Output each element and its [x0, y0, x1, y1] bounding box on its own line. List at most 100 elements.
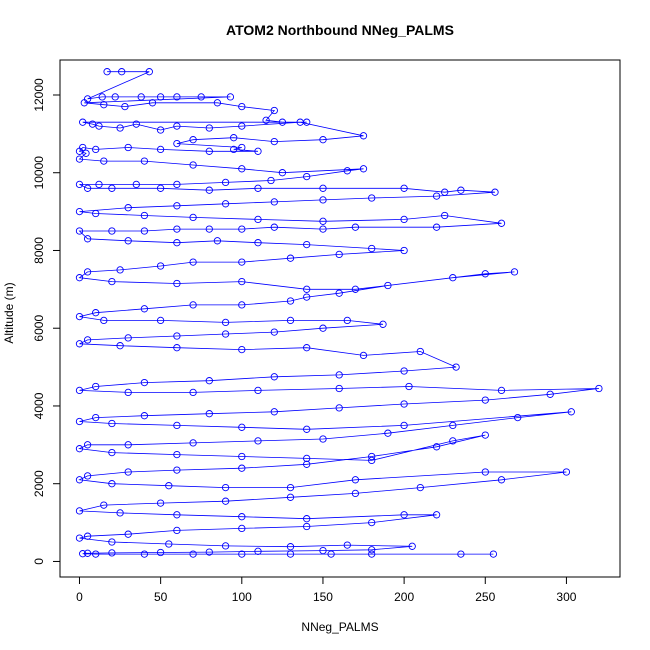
- data-point: [267, 176, 275, 185]
- data-point: [189, 161, 197, 169]
- data-point: [83, 549, 92, 557]
- plot-frame: [59, 59, 621, 578]
- data-point: [262, 116, 270, 124]
- data-point: [92, 413, 100, 422]
- data-point: [100, 501, 108, 509]
- data-point: [238, 345, 246, 354]
- data-point: [75, 180, 84, 189]
- data-point: [238, 513, 246, 521]
- data-point: [432, 443, 441, 451]
- data-point: [83, 336, 92, 344]
- data-point: [140, 157, 149, 165]
- data-point: [449, 437, 457, 445]
- x-tick-label: 250: [475, 590, 495, 604]
- data-point: [286, 550, 295, 558]
- y-tick-label: 8000: [32, 237, 46, 264]
- data-point: [270, 408, 278, 416]
- data-point: [497, 219, 506, 227]
- data-point: [156, 184, 165, 192]
- data-point: [173, 139, 181, 148]
- data-point: [116, 124, 124, 132]
- y-axis-label: Altitude (m): [2, 282, 16, 343]
- data-point: [111, 93, 119, 101]
- data-point: [254, 547, 262, 555]
- data-point: [75, 340, 84, 348]
- data-point: [254, 184, 262, 192]
- data-point: [156, 548, 165, 557]
- data-point: [432, 192, 441, 200]
- data-point: [296, 118, 304, 126]
- data-point: [205, 186, 213, 194]
- data-point: [116, 509, 124, 517]
- data-point: [351, 489, 360, 498]
- data-point: [449, 274, 457, 282]
- data-point: [108, 277, 116, 286]
- series-line: [78, 71, 599, 555]
- data-point: [82, 149, 90, 157]
- data-point: [221, 497, 230, 505]
- data-point: [213, 99, 222, 107]
- data-point: [384, 429, 392, 437]
- data-point: [238, 277, 246, 286]
- data-point: [140, 412, 149, 420]
- chart-title: ATOM2 Northbound NNeg_PALMS: [226, 22, 454, 38]
- data-point: [124, 204, 132, 212]
- data-point: [75, 312, 84, 321]
- data-point: [457, 550, 465, 558]
- data-point: [254, 147, 262, 155]
- data-point: [173, 511, 181, 519]
- data-point: [173, 466, 181, 474]
- data-point: [92, 550, 100, 558]
- data-point: [254, 437, 262, 445]
- data-point: [489, 550, 498, 558]
- data-point: [124, 468, 132, 476]
- data-point: [132, 180, 140, 189]
- data-point: [270, 198, 278, 206]
- data-point: [327, 550, 335, 558]
- data-point: [75, 534, 84, 542]
- data-point: [108, 184, 116, 192]
- data-point: [221, 542, 230, 550]
- data-point: [368, 194, 376, 202]
- data-point: [368, 550, 376, 558]
- data-point: [75, 417, 84, 426]
- data-point: [92, 145, 100, 154]
- data-point: [319, 324, 327, 332]
- data-point: [238, 102, 246, 111]
- data-point: [75, 147, 84, 155]
- data-point: [173, 421, 181, 430]
- data-point: [368, 518, 376, 527]
- data-point: [205, 410, 213, 418]
- data-point: [79, 118, 87, 126]
- data-point: [124, 530, 132, 538]
- data-point: [400, 367, 408, 375]
- data-point: [351, 223, 360, 231]
- data-point: [514, 413, 522, 422]
- data-point: [441, 211, 449, 220]
- data-point: [156, 262, 165, 270]
- data-point: [124, 388, 132, 397]
- data-point: [384, 281, 392, 290]
- data-point: [400, 400, 408, 408]
- x-tick-label: 200: [394, 590, 414, 604]
- plot-data: [75, 68, 603, 558]
- data-point: [221, 200, 230, 208]
- data-point: [238, 452, 246, 461]
- data-point: [100, 157, 108, 165]
- data-point: [103, 68, 111, 76]
- data-point: [303, 172, 311, 181]
- data-point: [173, 202, 181, 210]
- data-point: [156, 316, 165, 325]
- data-point: [432, 223, 441, 231]
- data-point: [88, 120, 97, 128]
- data-point: [359, 132, 368, 140]
- data-point: [238, 165, 246, 173]
- data-point: [400, 184, 408, 192]
- data-point: [156, 499, 165, 507]
- data-point: [481, 270, 489, 278]
- data-point: [238, 301, 246, 309]
- data-point: [286, 483, 295, 492]
- data-point: [303, 454, 311, 463]
- data-point: [368, 244, 376, 253]
